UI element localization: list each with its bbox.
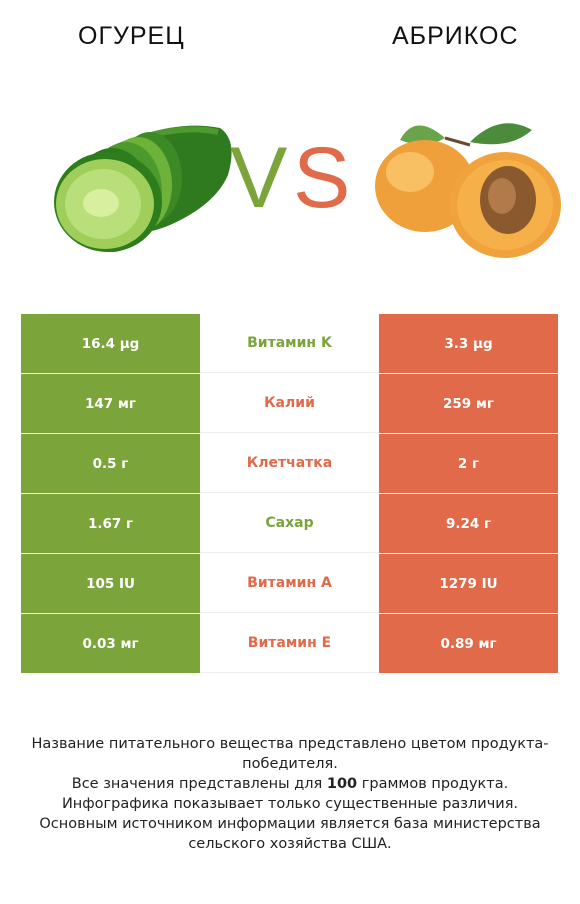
nutrient-label: Калий — [200, 374, 379, 433]
table-row: 16.4 µg Витамин K 3.3 µg — [21, 314, 558, 374]
left-value: 16.4 µg — [21, 314, 200, 373]
table-row: 0.03 мг Витамин E 0.89 мг — [21, 614, 558, 673]
footer-line: Основным источником информации является … — [39, 816, 541, 852]
right-value: 1279 IU — [379, 554, 558, 613]
nutrient-label: Витамин E — [200, 614, 379, 673]
comparison-table: 16.4 µg Витамин K 3.3 µg 147 мг Калий 25… — [21, 314, 558, 673]
left-value: 1.67 г — [21, 494, 200, 553]
apricot-image — [375, 123, 561, 258]
vs-letter-s: S — [293, 130, 351, 226]
left-value: 0.03 мг — [21, 614, 200, 673]
left-value: 105 IU — [21, 554, 200, 613]
right-value: 259 мг — [379, 374, 558, 433]
footer-text: граммов продукта. — [357, 776, 509, 792]
product-images — [54, 123, 561, 258]
table-row: 0.5 г Клетчатка 2 г — [21, 434, 558, 494]
footer-line: Все значения представлены для 100 граммо… — [20, 774, 560, 794]
vs-letter-v: V — [230, 130, 288, 226]
table-row: 1.67 г Сахар 9.24 г — [21, 494, 558, 554]
right-product-title: АБРИКОС — [392, 22, 519, 50]
nutrient-label: Витамин K — [200, 314, 379, 373]
left-value: 147 мг — [21, 374, 200, 433]
left-product-title: ОГУРЕЦ — [78, 22, 185, 50]
table-row: 105 IU Витамин A 1279 IU — [21, 554, 558, 614]
right-value: 0.89 мг — [379, 614, 558, 673]
right-value: 9.24 г — [379, 494, 558, 553]
footer-bold-value: 100 — [326, 776, 358, 792]
nutrient-label: Витамин A — [200, 554, 379, 613]
nutrient-label: Клетчатка — [200, 434, 379, 493]
right-value: 3.3 µg — [379, 314, 558, 373]
footer-notes: Название питательного вещества представл… — [20, 734, 560, 854]
footer-text: Все значения представлены для — [71, 776, 327, 792]
left-value: 0.5 г — [21, 434, 200, 493]
nutrient-label: Сахар — [200, 494, 379, 553]
cucumber-image — [54, 125, 232, 252]
right-value: 2 г — [379, 434, 558, 493]
footer-line: Название питательного вещества представл… — [31, 736, 549, 772]
table-row: 147 мг Калий 259 мг — [21, 374, 558, 434]
footer-line: Инфографика показывает только существенн… — [61, 796, 519, 812]
